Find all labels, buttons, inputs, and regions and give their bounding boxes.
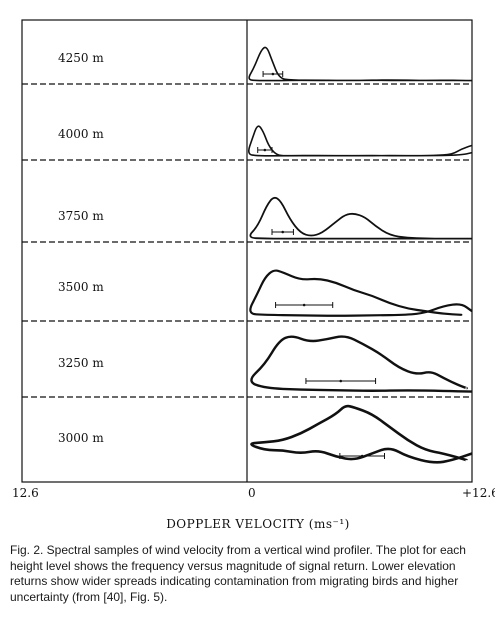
spectrum-line bbox=[248, 125, 473, 157]
x-tick-label-right: +12.6 bbox=[462, 486, 495, 500]
spectrum-line bbox=[250, 335, 473, 393]
error-bar bbox=[262, 71, 284, 77]
panels-layer: 4250 m 4000 m 3750 m 3500 m 3250 m 3000 m bbox=[22, 46, 473, 464]
panel-4: 3250 m bbox=[22, 335, 473, 398]
x-tick-label-left: 12.6 bbox=[12, 486, 39, 500]
spectrum-line bbox=[250, 404, 473, 464]
panel-height-label: 4250 m bbox=[58, 51, 104, 65]
spectra-figure: 4250 m 4000 m 3750 m 3500 m 3250 m 3000 m 12.… bbox=[12, 19, 495, 531]
error-bar bbox=[271, 229, 294, 235]
spectrum-line bbox=[249, 196, 472, 240]
panel-3: 3500 m bbox=[22, 269, 473, 322]
panel-2: 3750 m bbox=[22, 196, 472, 243]
panel-1: 4000 m bbox=[22, 125, 473, 161]
error-bar bbox=[275, 302, 334, 308]
x-axis-title: DOPPLER VELOCITY (ms⁻¹) bbox=[166, 517, 350, 531]
panel-0: 4250 m bbox=[22, 46, 473, 85]
x-tick-label-zero: 0 bbox=[248, 486, 256, 500]
spectrum-line bbox=[249, 269, 473, 317]
panel-height-label: 3000 m bbox=[58, 431, 104, 445]
x-axis: 12.6 0 +12.6 DOPPLER VELOCITY (ms⁻¹) bbox=[12, 486, 495, 531]
error-bar bbox=[339, 453, 385, 459]
panel-height-label: 3750 m bbox=[58, 209, 104, 223]
panel-height-label: 3250 m bbox=[58, 356, 104, 370]
panel-height-label: 4000 m bbox=[58, 127, 104, 141]
error-bar bbox=[305, 378, 377, 384]
panel-height-label: 3500 m bbox=[58, 280, 104, 294]
spectrum-line bbox=[248, 46, 473, 82]
error-bar bbox=[257, 147, 273, 153]
figure-caption: Fig. 2. Spectral samples of wind velocit… bbox=[10, 543, 466, 604]
panel-5: 3000 m bbox=[58, 404, 473, 464]
